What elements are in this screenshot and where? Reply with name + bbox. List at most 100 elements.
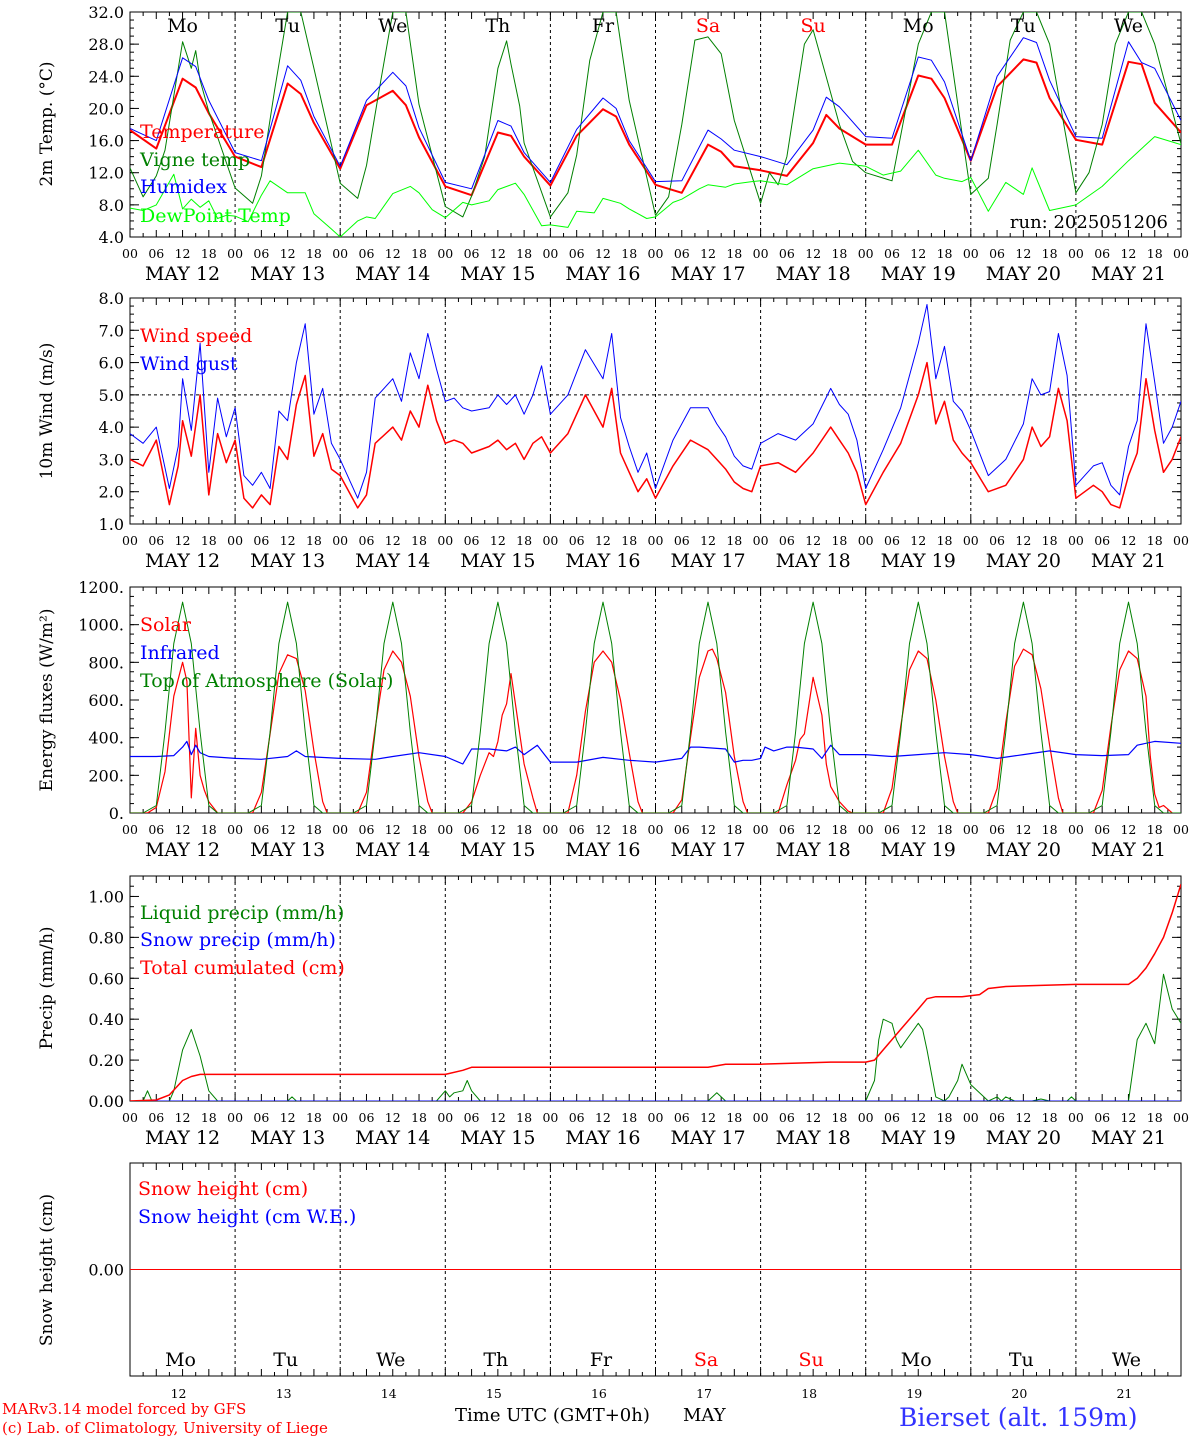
x-hour-label: 06 [253, 246, 269, 261]
x-hour-label: 12 [490, 822, 506, 837]
y-axis-label: 2m Temp. (°C) [37, 61, 57, 186]
x-hour-label: 18 [1147, 533, 1163, 548]
x-hour-label: 12 [910, 1110, 926, 1125]
y-tick-label: 6.0 [99, 354, 124, 373]
x-hour-label: 00 [1068, 1110, 1084, 1125]
day-name-label: We [378, 15, 407, 37]
x-hour-label: 12 [385, 246, 401, 261]
x-hour-label: 18 [1042, 1110, 1058, 1125]
day-number-label: 13 [276, 1386, 292, 1401]
day-name-label: Mo [903, 15, 934, 37]
day-name-label: Su [799, 1349, 824, 1371]
series-group [130, 12, 1181, 237]
x-hour-label: 00 [437, 822, 453, 837]
series-group [130, 304, 1181, 509]
x-hour-label: 18 [726, 1110, 742, 1125]
x-hour-label: 06 [1094, 822, 1110, 837]
x-hour-label: 06 [884, 822, 900, 837]
y-axis-label: Precip (mm/h) [37, 926, 57, 1049]
x-hour-label: 06 [884, 533, 900, 548]
x-date-label: MAY 19 [881, 263, 956, 285]
y-tick-label: 800. [88, 653, 124, 672]
legend-entry: Temperature [140, 121, 264, 143]
x-hour-label: 12 [1015, 822, 1031, 837]
x-hour-label: 00 [227, 533, 243, 548]
x-hour-label: 06 [148, 533, 164, 548]
x-hour-label: 12 [175, 822, 191, 837]
x-hour-label: 18 [306, 533, 322, 548]
x-hour-label: 00 [227, 822, 243, 837]
x-date-label: MAY 21 [1091, 1127, 1166, 1149]
x-hour-label: 00 [648, 533, 664, 548]
y-tick-label: 400. [88, 729, 124, 748]
x-hour-label: 18 [1147, 822, 1163, 837]
x-hour-label: 00 [332, 533, 348, 548]
panel-3: 0. 200. 400. 600. 800. 1000. 1200. Energy fluxe… [37, 578, 1189, 861]
x-date-label: MAY 12 [145, 550, 220, 572]
x-hour-label: 06 [569, 822, 585, 837]
day-number-label: 16 [591, 1386, 607, 1401]
y-tick-label: 16.0 [88, 132, 124, 151]
x-hour-label: 00 [963, 533, 979, 548]
x-hour-label: 00 [227, 246, 243, 261]
x-hour-label: 06 [674, 246, 690, 261]
y-tick-label: 0.60 [88, 969, 124, 988]
x-date-label: MAY 17 [670, 839, 745, 861]
y-tick-label: 1.0 [99, 515, 124, 534]
day-name-label: Tu [275, 15, 300, 37]
y-tick-label: 0.20 [88, 1051, 124, 1070]
x-hour-label: 18 [516, 246, 532, 261]
x-hour-label: 12 [1120, 1110, 1136, 1125]
x-hour-label: 18 [1147, 246, 1163, 261]
x-date-label: MAY 20 [986, 263, 1061, 285]
x-date-label: MAY 17 [670, 263, 745, 285]
x-hour-label: 18 [516, 533, 532, 548]
x-date-label: MAY 15 [460, 550, 535, 572]
y-axis-label: 10m Wind (m/s) [37, 343, 57, 480]
x-date-label: MAY 12 [145, 1127, 220, 1149]
x-hour-label: 00 [542, 533, 558, 548]
x-hour-label: 12 [280, 533, 296, 548]
x-hour-label: 18 [831, 533, 847, 548]
y-tick-label: 7.0 [99, 321, 124, 340]
x-hour-label: 00 [1173, 246, 1189, 261]
x-date-label: MAY 13 [250, 550, 325, 572]
x-hour-label: 12 [595, 822, 611, 837]
x-hour-label: 06 [253, 822, 269, 837]
x-hour-label: 12 [280, 246, 296, 261]
x-date-label: MAY 14 [355, 550, 430, 572]
x-hour-label: 00 [858, 533, 874, 548]
x-hour-label: 18 [1042, 533, 1058, 548]
x-hour-label: 18 [201, 822, 217, 837]
y-tick-label: 24.0 [88, 67, 124, 86]
x-hour-label: 06 [884, 246, 900, 261]
x-hour-label: 00 [753, 1110, 769, 1125]
day-name-label: Fr [592, 15, 615, 37]
x-hour-label: 00 [648, 246, 664, 261]
x-hour-label: 06 [1094, 246, 1110, 261]
x-date-label: MAY 13 [250, 1127, 325, 1149]
series-line-liquid-precip-mm-h- [130, 973, 1181, 1101]
x-date-label: MAY 13 [250, 839, 325, 861]
day-name-label: Th [485, 15, 510, 37]
day-name-label: Tu [1009, 1349, 1034, 1371]
y-tick-label: 1200. [78, 578, 124, 597]
x-date-label: MAY 16 [565, 550, 640, 572]
day-number-label: 19 [906, 1386, 922, 1401]
x-hour-label: 18 [1042, 246, 1058, 261]
y-tick-label: 4.0 [99, 418, 124, 437]
x-date-label: MAY 19 [881, 550, 956, 572]
y-tick-label: 8.0 [99, 196, 124, 215]
y-tick-label: 1.00 [88, 887, 124, 906]
x-hour-label: 12 [490, 1110, 506, 1125]
day-number-label: 21 [1116, 1386, 1132, 1401]
y-tick-label: 200. [88, 766, 124, 785]
x-hour-label: 12 [700, 1110, 716, 1125]
day-number-label: 18 [801, 1386, 817, 1401]
day-name-label: We [1114, 15, 1143, 37]
x-hour-label: 18 [516, 822, 532, 837]
x-hour-label: 06 [884, 1110, 900, 1125]
day-name-label: Fr [590, 1349, 613, 1371]
x-hour-label: 12 [385, 822, 401, 837]
x-hour-label: 06 [253, 533, 269, 548]
